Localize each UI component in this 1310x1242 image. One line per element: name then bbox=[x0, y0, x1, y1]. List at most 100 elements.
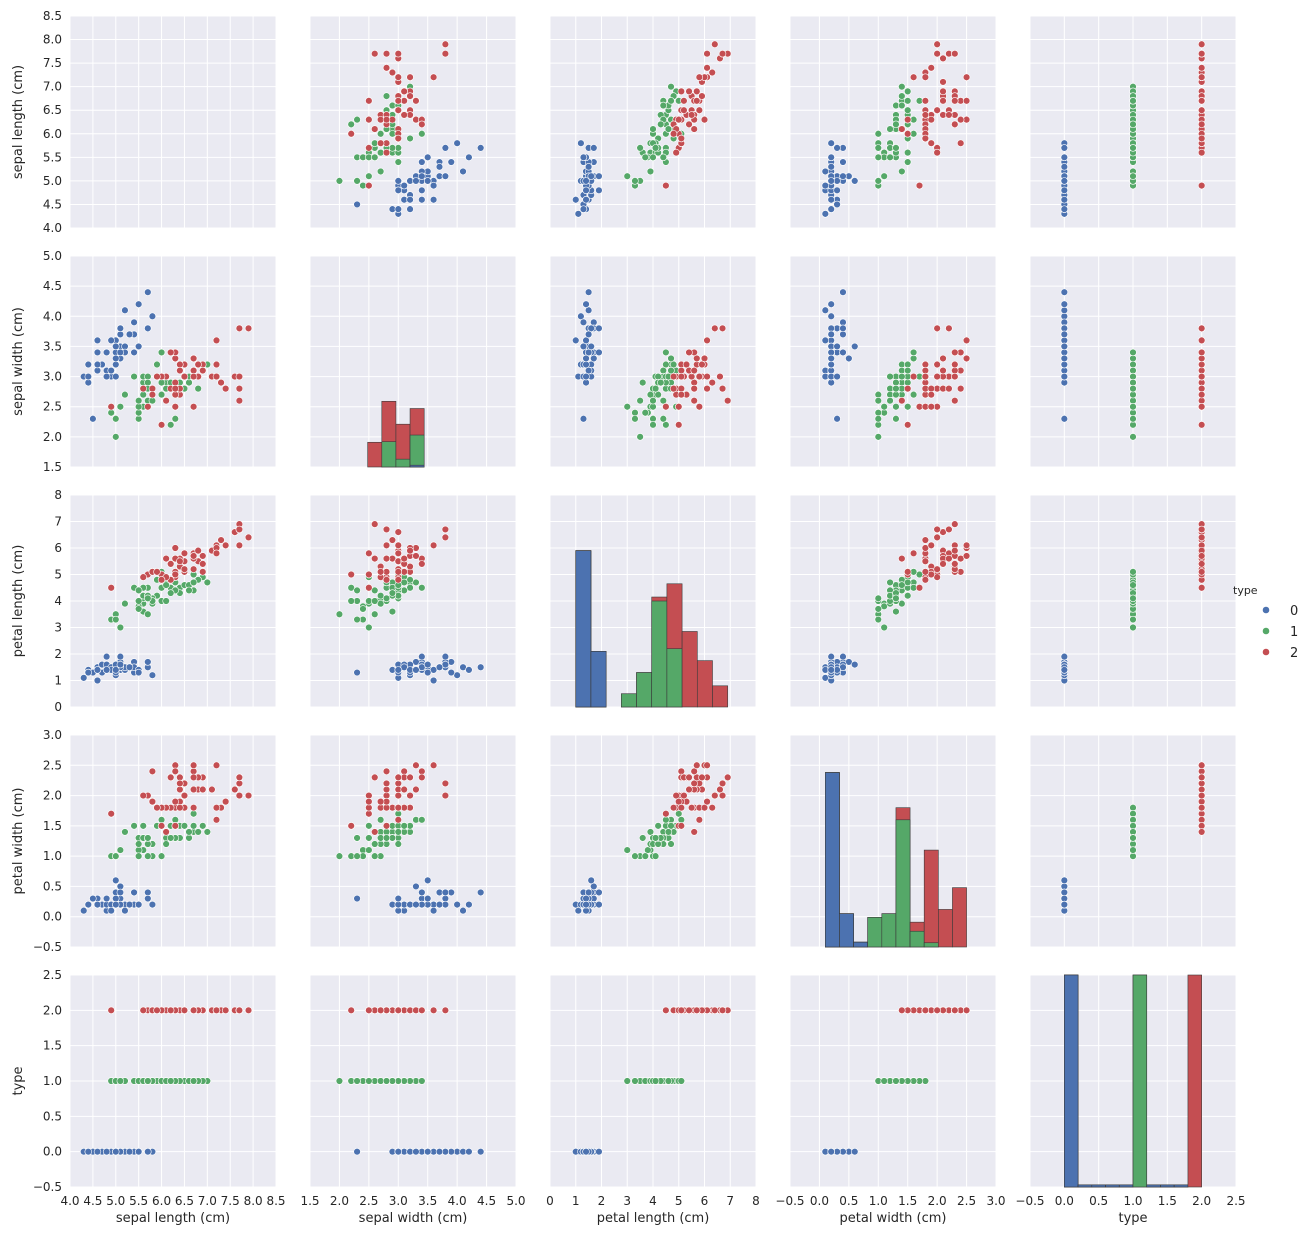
scatter-point bbox=[144, 894, 152, 903]
scatter-point bbox=[139, 384, 147, 393]
scatter-point bbox=[909, 390, 918, 399]
scatter-point bbox=[939, 560, 947, 568]
x-tick-label: 2.0 bbox=[1192, 1194, 1211, 1208]
scatter-point bbox=[153, 360, 161, 369]
scatter-point bbox=[382, 822, 391, 830]
scatter-point bbox=[116, 623, 125, 632]
scatter-point bbox=[203, 828, 212, 836]
scatter-point bbox=[347, 130, 355, 138]
scatter-point bbox=[659, 153, 667, 162]
scatter-point bbox=[365, 172, 373, 180]
y-tick-label: 5.0 bbox=[43, 249, 62, 263]
x-axis-label: petal length (cm) bbox=[597, 1211, 710, 1226]
scatter-point bbox=[851, 660, 859, 669]
scatter-point bbox=[189, 354, 198, 363]
y-tick-label: 0.5 bbox=[43, 1109, 62, 1123]
scatter-point bbox=[672, 148, 680, 157]
scatter-point bbox=[347, 822, 355, 830]
x-tick-label: 2.5 bbox=[957, 1194, 976, 1208]
scatter-point bbox=[418, 196, 426, 204]
scatter-point bbox=[646, 167, 655, 176]
scatter-point bbox=[112, 1147, 120, 1156]
scatter-point bbox=[441, 791, 450, 800]
histogram-bar bbox=[712, 685, 728, 708]
scatter-point bbox=[107, 810, 115, 818]
scatter-point bbox=[1060, 876, 1069, 885]
scatter-point bbox=[429, 541, 438, 550]
scatter-point bbox=[827, 153, 835, 162]
scatter-point bbox=[827, 196, 835, 204]
scatter-point bbox=[574, 906, 583, 915]
scatter-point bbox=[851, 1147, 859, 1156]
scatter-point bbox=[904, 384, 912, 393]
scatter-point bbox=[833, 415, 841, 423]
scatter-point bbox=[915, 181, 924, 190]
y-tick-label: 3.0 bbox=[43, 370, 62, 384]
scatter-point bbox=[677, 822, 686, 830]
scatter-point bbox=[716, 785, 724, 794]
scatter-point bbox=[235, 525, 244, 534]
scatter-point bbox=[447, 158, 455, 166]
scatter-point bbox=[1060, 177, 1069, 185]
scatter-point bbox=[962, 1006, 971, 1015]
scatter-point bbox=[641, 409, 649, 417]
scatter-point bbox=[394, 568, 402, 576]
scatter-point bbox=[418, 888, 426, 897]
scatter-point bbox=[371, 852, 379, 860]
scatter-point bbox=[157, 421, 166, 429]
y-axis-label: type bbox=[11, 1066, 26, 1095]
scatter-point bbox=[208, 785, 216, 794]
scatter-point bbox=[116, 846, 125, 854]
scatter-point bbox=[886, 125, 894, 133]
y-tick-label: 1.5 bbox=[43, 1039, 62, 1053]
scatter-point bbox=[886, 153, 894, 162]
scatter-point bbox=[171, 384, 179, 393]
scatter-point bbox=[93, 900, 102, 909]
scatter-point bbox=[189, 372, 198, 381]
scatter-point bbox=[595, 172, 603, 180]
scatter-point bbox=[199, 785, 207, 794]
scatter-point bbox=[148, 900, 157, 909]
panel-background bbox=[70, 256, 276, 467]
scatter-point bbox=[695, 816, 704, 824]
scatter-point bbox=[121, 599, 129, 608]
scatter-point bbox=[189, 773, 198, 782]
scatter-point bbox=[703, 761, 711, 769]
scatter-point bbox=[1197, 336, 1206, 345]
scatter-point bbox=[139, 1006, 147, 1015]
scatter-point bbox=[148, 767, 157, 776]
x-tick-label: −0.5 bbox=[775, 1194, 804, 1208]
scatter-point bbox=[921, 536, 930, 544]
scatter-point bbox=[677, 87, 686, 96]
scatter-point bbox=[189, 552, 198, 560]
scatter-point bbox=[662, 810, 670, 818]
scatter-point bbox=[1060, 196, 1069, 204]
scatter-point bbox=[636, 433, 644, 441]
y-tick-label: 2.5 bbox=[43, 968, 62, 982]
legend-marker bbox=[1262, 648, 1270, 656]
scatter-point bbox=[587, 876, 595, 885]
scatter-point bbox=[1197, 348, 1206, 357]
scatter-point bbox=[244, 533, 253, 542]
x-tick-label: 8.5 bbox=[266, 1194, 285, 1208]
scatter-point bbox=[667, 82, 675, 91]
scatter-point bbox=[394, 576, 402, 584]
y-tick-label: 6 bbox=[54, 541, 62, 555]
x-axis-label: sepal length (cm) bbox=[116, 1211, 230, 1226]
y-tick-label: 3.5 bbox=[43, 339, 62, 353]
scatter-point bbox=[718, 384, 727, 393]
scatter-point bbox=[657, 120, 665, 129]
scatter-point bbox=[116, 888, 125, 897]
scatter-point bbox=[217, 378, 225, 387]
panel-petal-length-vs-sepal-length bbox=[69, 494, 277, 708]
scatter-point bbox=[80, 906, 88, 915]
scatter-point bbox=[956, 384, 965, 393]
scatter-point bbox=[659, 101, 667, 110]
panel-type-vs-sepal-width bbox=[309, 974, 517, 1188]
scatter-point bbox=[162, 554, 170, 563]
histogram-bar bbox=[1064, 974, 1079, 1188]
scatter-point bbox=[951, 372, 959, 381]
scatter-point bbox=[631, 852, 639, 860]
scatter-point bbox=[951, 520, 959, 528]
scatter-point bbox=[171, 415, 179, 423]
